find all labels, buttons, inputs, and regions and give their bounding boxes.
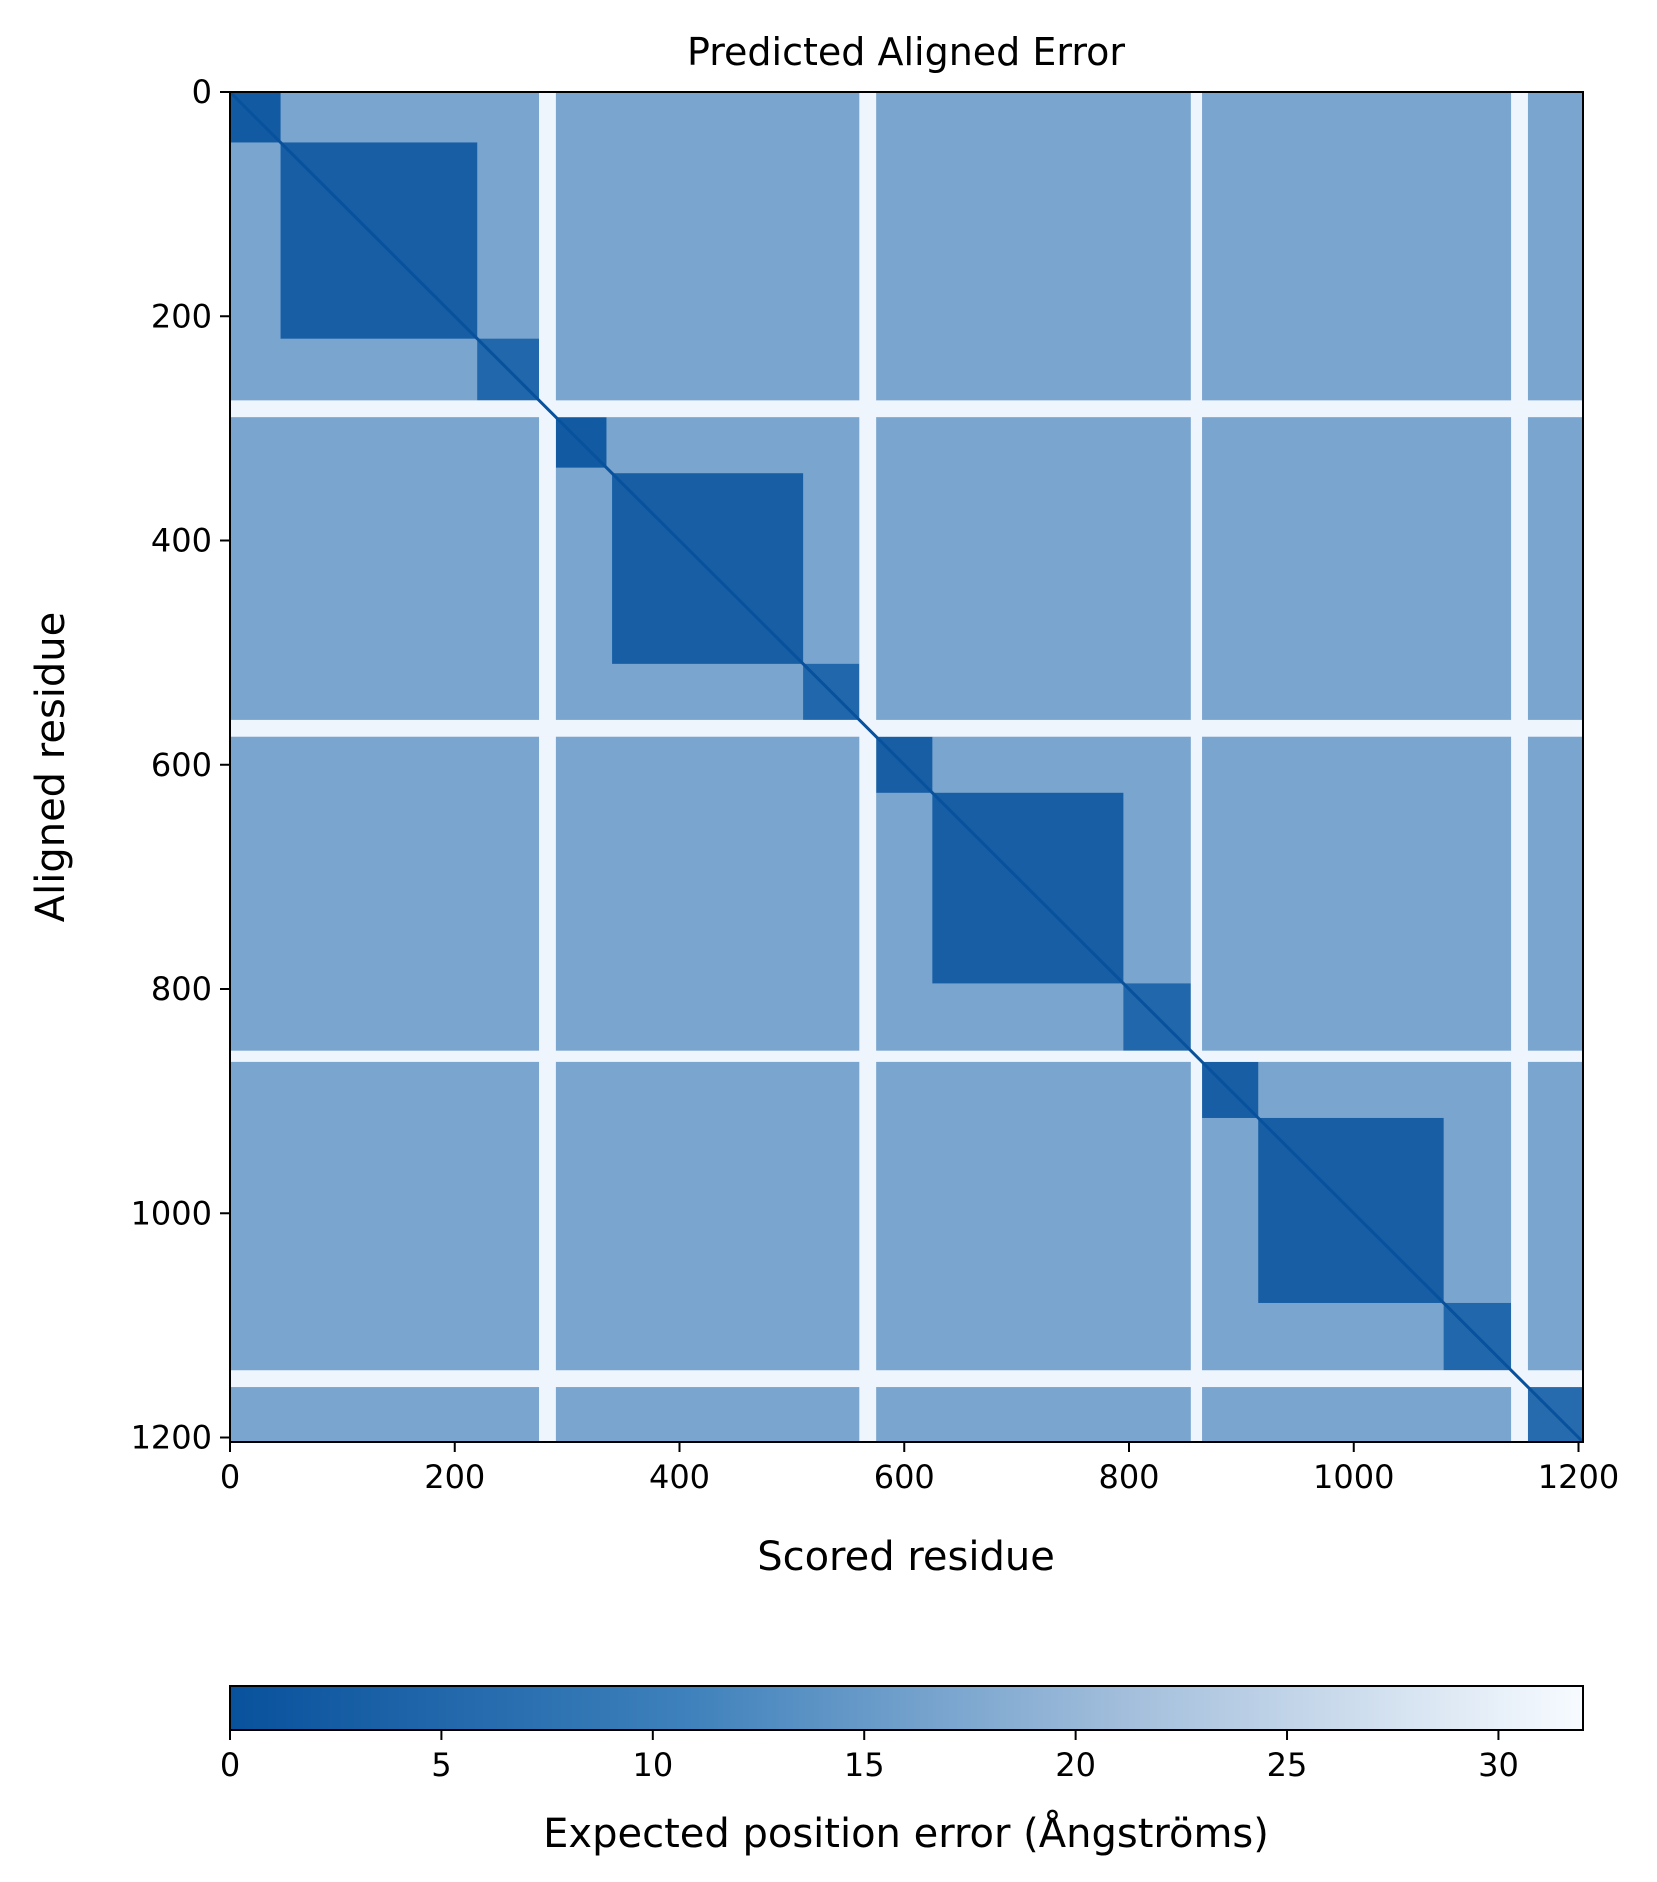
low-confidence-row-band-4 — [230, 1370, 1583, 1388]
colorbar — [229, 1685, 1584, 1731]
diagonal — [228, 90, 1585, 1444]
x-axis: 0 200 400 600 800 1000 1200 — [220, 1442, 1619, 1496]
y-tick-label: 0 — [192, 73, 212, 111]
low-confidence-col-band-2 — [859, 92, 877, 1442]
x-tick-label: 1000 — [1313, 1458, 1394, 1496]
colorbar-tick-label: 20 — [1055, 1746, 1096, 1784]
y-tick-label: 200 — [151, 297, 212, 335]
chart-title: Predicted Aligned Error — [687, 30, 1125, 74]
colorbar-tick-label: 30 — [1478, 1746, 1519, 1784]
y-axis-label: Aligned residue — [28, 612, 74, 923]
low-confidence-row-band-3 — [230, 1050, 1583, 1062]
plot-frame — [229, 91, 1584, 1443]
colorbar-label: Expected position error (Ångströms) — [543, 1809, 1269, 1857]
x-tick-label: 600 — [874, 1458, 935, 1496]
low-confidence-col-band-4 — [1511, 92, 1528, 1442]
low-confidence-col-band-3 — [1190, 92, 1203, 1442]
colorbar-tick-label: 5 — [431, 1746, 451, 1784]
x-axis-label: Scored residue — [757, 1534, 1055, 1580]
colorbar-tick-label: 25 — [1267, 1746, 1308, 1784]
heatmap — [228, 90, 1585, 1444]
x-tick-label: 0 — [220, 1458, 240, 1496]
colorbar-tick-label: 10 — [632, 1746, 673, 1784]
x-tick-label: 400 — [649, 1458, 710, 1496]
y-tick-label: 400 — [151, 522, 212, 560]
y-tick-label: 600 — [151, 746, 212, 784]
y-tick-label: 800 — [151, 970, 212, 1008]
colorbar-tick-label: 15 — [844, 1746, 885, 1784]
colorbar-tick-label: 0 — [220, 1746, 240, 1784]
y-axis: 0 200 400 600 800 1000 1200 — [131, 73, 230, 1457]
low-confidence-row-band-2 — [230, 719, 1583, 737]
y-tick-label: 1200 — [131, 1419, 212, 1457]
low-confidence-col-band-1 — [539, 92, 556, 1442]
y-tick-label: 1000 — [131, 1194, 212, 1232]
colorbar-ticks: 0 5 10 15 20 25 30 — [220, 1730, 1519, 1784]
low-confidence-row-band-1 — [230, 400, 1583, 418]
x-tick-label: 800 — [1098, 1458, 1159, 1496]
x-tick-label: 200 — [424, 1458, 485, 1496]
x-tick-label: 1200 — [1538, 1458, 1619, 1496]
